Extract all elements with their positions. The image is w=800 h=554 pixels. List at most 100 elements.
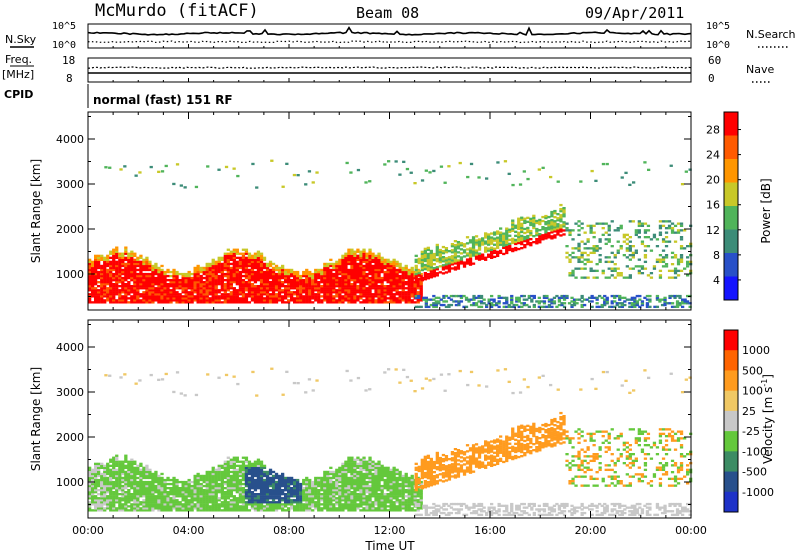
power-cell: [181, 285, 185, 288]
power-cell: [645, 298, 650, 301]
power-cell: [190, 299, 194, 302]
velocity-cell: [296, 503, 300, 506]
velocity-cell: [229, 499, 233, 502]
velocity-cell: [284, 509, 288, 512]
velocity-cell: [187, 495, 191, 498]
power-cell: [502, 244, 506, 248]
velocity-cell: [208, 499, 212, 502]
power-cell: [338, 270, 342, 274]
power-cell: [205, 299, 209, 302]
velocity-cell: [268, 470, 273, 474]
power-cell: [284, 293, 288, 296]
velocity-cell: [145, 509, 149, 512]
power-cell: [229, 268, 233, 272]
power-cell: [133, 270, 137, 274]
velocity-cell: [133, 470, 137, 474]
power-cell: [136, 287, 140, 290]
power-colorbar-swatch: [724, 253, 738, 277]
power-cell: [353, 279, 357, 282]
power-cell: [610, 300, 614, 303]
power-cell: [169, 285, 173, 288]
power-cell: [259, 285, 264, 288]
noise-tick-left-bottom: 10^0: [52, 40, 76, 51]
power-cell: [410, 287, 414, 290]
power-cell: [668, 294, 672, 298]
power-cell: [571, 229, 575, 232]
power-cell: [389, 291, 393, 294]
power-cell: [562, 209, 566, 212]
power-cell: [97, 264, 101, 268]
velocity-cell: [103, 480, 107, 484]
velocity-cell: [235, 484, 239, 488]
power-cell: [368, 180, 372, 183]
power-cell: [453, 258, 458, 261]
velocity-cell: [166, 505, 170, 508]
power-cell: [490, 246, 494, 249]
velocity-cell: [271, 493, 276, 496]
power-cell: [184, 285, 188, 288]
power-cell: [341, 297, 345, 300]
power-cell: [344, 256, 348, 260]
power-cell: [529, 238, 533, 241]
power-cell: [386, 264, 390, 268]
power-cell: [305, 268, 309, 272]
velocity-cell: [238, 470, 243, 474]
power-cell: [244, 283, 249, 286]
power-cell: [356, 168, 361, 172]
power-cell: [124, 297, 128, 300]
power-cell: [205, 272, 209, 276]
velocity-cell: [211, 497, 215, 500]
power-cell: [438, 250, 442, 254]
power-cell: [608, 305, 612, 309]
power-cell: [268, 301, 273, 304]
velocity-cell: [247, 489, 252, 492]
power-cell: [220, 258, 224, 262]
power-cell: [347, 291, 351, 294]
power-cell: [238, 262, 243, 266]
power-cell: [281, 285, 285, 288]
power-cell: [151, 270, 155, 274]
velocity-cell: [277, 497, 282, 500]
velocity-cell: [265, 472, 270, 476]
power-cell: [247, 289, 252, 292]
power-cell: [226, 268, 230, 272]
power-cell: [262, 283, 267, 286]
velocity-cell: [253, 464, 258, 468]
velocity-cell: [112, 484, 116, 488]
power-cell: [109, 268, 113, 272]
power-cell: [250, 291, 255, 294]
velocity-cell: [247, 484, 252, 488]
power-cell: [247, 301, 252, 304]
power-cell: [380, 283, 384, 286]
power-cell: [628, 247, 632, 250]
power-cell: [338, 297, 342, 300]
velocity-cell: [94, 466, 98, 470]
power-cell: [154, 291, 158, 294]
power-cell: [253, 287, 258, 290]
power-cell: [526, 236, 530, 240]
velocity-cell: [130, 482, 134, 486]
velocity-cell: [265, 480, 270, 484]
power-cell: [523, 237, 527, 241]
power-cell: [505, 245, 509, 249]
power-cell: [323, 272, 327, 276]
velocity-cell: [217, 482, 221, 486]
power-cell: [259, 287, 264, 290]
power-cell: [347, 283, 351, 286]
power-cell: [139, 272, 143, 276]
velocity-cell: [262, 491, 267, 494]
velocity-cell: [94, 474, 98, 478]
power-cell: [163, 299, 167, 302]
power-cell: [392, 281, 396, 284]
velocity-cell: [217, 470, 221, 474]
power-cell: [302, 279, 306, 282]
power-cell: [523, 231, 527, 235]
velocity-cell: [133, 468, 137, 472]
velocity-cell: [199, 499, 203, 502]
power-cell: [97, 260, 101, 264]
power-cell: [256, 266, 261, 270]
power-cell: [556, 223, 560, 226]
power-cell: [127, 264, 131, 268]
velocity-cell: [100, 462, 104, 466]
power-cell: [124, 299, 128, 302]
